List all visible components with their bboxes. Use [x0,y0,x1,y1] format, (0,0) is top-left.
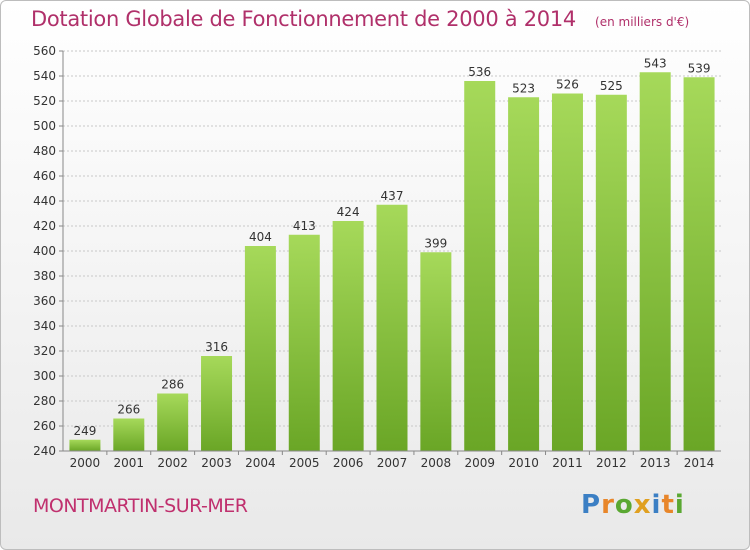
y-axis-ticks: 240 260 280 300 320 340 360 380 400 420 440 460 480 5… [33,44,63,458]
y-tick-label: 300 [33,369,56,383]
bar [288,234,320,451]
y-tick-label: 460 [33,169,56,183]
bar [551,93,583,451]
axes [62,51,721,452]
y-tick-label: 560 [33,44,56,58]
bar [683,77,715,451]
bar-value-label: 404 [249,230,272,244]
y-tick-label: 440 [33,194,56,208]
bar-value-label: 437 [381,189,404,203]
y-tick-label: 400 [33,244,56,258]
x-tick-label: 2006 [333,456,364,470]
bar-value-label: 266 [117,403,140,417]
proxiti-logo: Proxiti [581,490,685,520]
bar [113,418,145,451]
x-tick-label: 2005 [289,456,320,470]
y-tick-label: 520 [33,94,56,108]
x-tick-label: 2004 [245,456,276,470]
bar-value-label: 525 [600,79,623,93]
logo-letter: P [581,490,602,520]
x-tick-label: 2000 [70,456,101,470]
data-labels: 249 266 286 316 404 413 424 437 399 536 523 526 525 5… [73,56,710,438]
x-tick-label: 2007 [377,456,408,470]
y-tick-label: 480 [33,144,56,158]
x-tick-label: 2013 [640,456,671,470]
logo-letter: i [674,490,685,520]
x-tick-label: 2012 [596,456,627,470]
x-tick-label: 2003 [201,456,232,470]
logo-letter: r [601,490,615,520]
bar [420,252,452,451]
logo-letter: t [661,490,675,520]
bars [69,72,715,451]
bar [376,204,408,451]
bar [244,246,276,451]
y-tick-label: 340 [33,319,56,333]
y-tick-label: 420 [33,219,56,233]
x-tick-label: 2009 [464,456,495,470]
bar [508,97,540,451]
bar [332,221,364,451]
x-tick-label: 2002 [157,456,188,470]
bar [69,439,101,451]
bar-value-label: 413 [293,219,316,233]
bar [595,94,627,451]
bar [464,81,496,451]
x-tick-label: 2011 [552,456,583,470]
y-tick-label: 280 [33,394,56,408]
bar-value-label: 543 [644,56,667,70]
logo-letter: o [614,490,634,520]
x-axis-ticks: 2000 2001 2002 2003 2004 2005 2006 2007 2008 2009… [70,451,715,470]
x-tick-label: 2010 [508,456,539,470]
x-tick-label: 2014 [684,456,715,470]
bar-value-label: 424 [337,205,360,219]
bar-value-label: 316 [205,340,228,354]
logo-letter: i [651,490,662,520]
y-tick-label: 320 [33,344,56,358]
bar-value-label: 249 [73,424,96,438]
bar-value-label: 286 [161,378,184,392]
unit-note: (en milliers d'€) [595,15,690,29]
y-tick-label: 360 [33,294,56,308]
chart-title: Dotation Globale de Fonctionnement de 20… [31,7,576,31]
bar-value-label: 536 [468,65,491,79]
bar-value-label: 539 [688,61,711,75]
x-tick-label: 2008 [421,456,452,470]
y-tick-label: 380 [33,269,56,283]
bar-value-label: 399 [424,236,447,250]
x-tick-label: 2001 [114,456,145,470]
commune-name: MONTMARTIN-SUR-MER [33,495,248,517]
y-tick-label: 240 [33,444,56,458]
bar-value-label: 526 [556,78,579,92]
bar [157,393,189,451]
y-tick-label: 500 [33,119,56,133]
title-row: Dotation Globale de Fonctionnement de 20… [31,7,689,31]
bar-value-label: 523 [512,81,535,95]
bar [639,72,671,451]
logo-letter: x [633,490,652,520]
y-tick-label: 260 [33,419,56,433]
y-tick-label: 540 [33,69,56,83]
bar [201,356,233,451]
